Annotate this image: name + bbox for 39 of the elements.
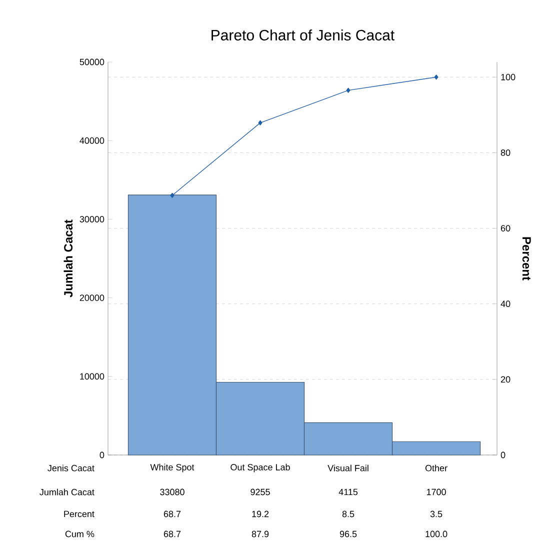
y-tick-label: 20000 — [80, 294, 104, 301]
point — [434, 74, 438, 80]
y-axis-title: Jumlah Cacat — [64, 220, 73, 298]
data-label: 33080 — [160, 488, 184, 496]
data-label: 4115 — [338, 488, 358, 496]
data-label: 96.5 — [340, 530, 357, 538]
point — [346, 88, 350, 93]
x-tick-label: Visual Fail — [328, 464, 368, 472]
data-label: 1700 — [426, 488, 446, 496]
y2-tick-label: 20 — [500, 376, 510, 383]
y-tick-label: 10000 — [80, 373, 104, 380]
x-tick-label: Other — [425, 464, 448, 472]
text: 3.5 — [430, 510, 442, 518]
text: Jumlah Cacat — [40, 488, 94, 496]
data-label: 68.7 — [164, 530, 181, 538]
y2-axis-title: Percent — [522, 237, 531, 280]
text: Cum % — [65, 530, 94, 538]
y-tick-label: 0 — [100, 452, 104, 458]
text: Percent — [64, 510, 94, 518]
data-label: 9255 — [250, 488, 270, 496]
text: 8.5 — [342, 510, 354, 518]
y2-tick-label: 80 — [500, 149, 510, 156]
data-label: 87.9 — [252, 530, 269, 538]
text: 68.7 — [164, 510, 181, 518]
y-tick-label: 40000 — [80, 137, 104, 144]
y-tick-label: 50000 — [80, 58, 104, 66]
point — [170, 192, 174, 198]
data-label: 100.0 — [426, 530, 448, 538]
y-tick-label: 30000 — [80, 216, 104, 222]
text: 19.2 — [252, 510, 269, 518]
y2-tick-label: 60 — [500, 225, 510, 232]
x-tick-label: White Spot — [150, 464, 194, 472]
x-tick-label: Out Space Lab — [230, 464, 290, 472]
point — [258, 120, 262, 126]
chart-title: Pareto Chart of Jenis Cacat — [212, 29, 394, 40]
y2-tick-label: 100 — [501, 74, 516, 80]
y2-tick-label: 40 — [500, 300, 510, 308]
x-axis-title: Jenis Cacat — [48, 464, 94, 472]
y2-tick-label: 0 — [500, 452, 506, 458]
